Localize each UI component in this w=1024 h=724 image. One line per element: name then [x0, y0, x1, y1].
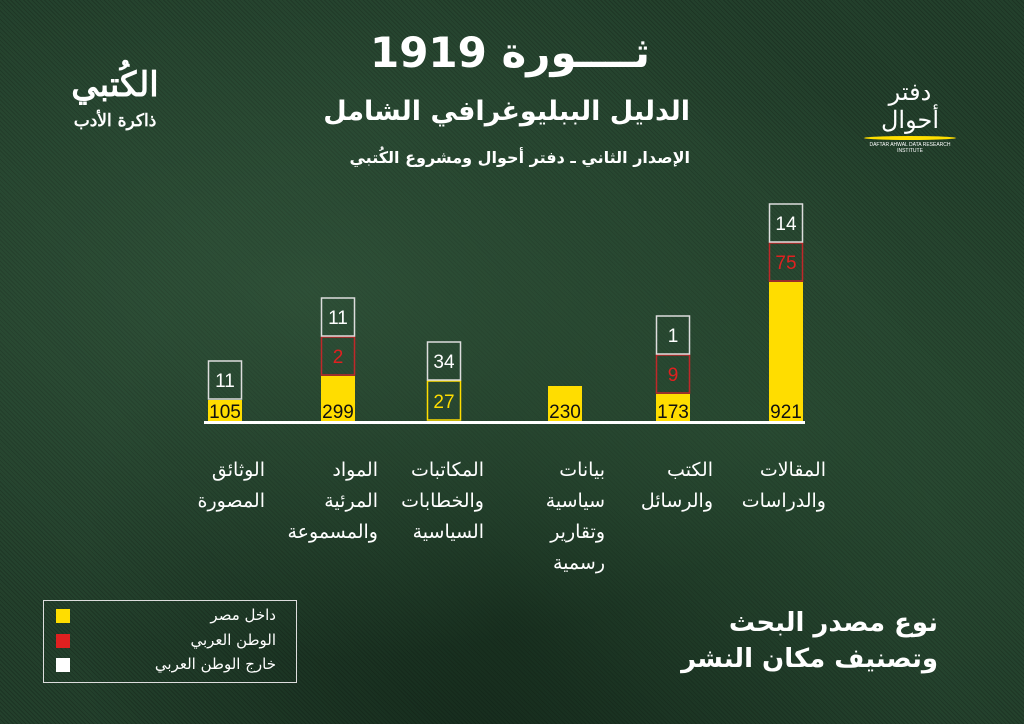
bar-label-outside: 1 [668, 326, 679, 347]
legend-swatch-arab [56, 634, 70, 648]
bar-label-egypt: 921 [770, 402, 802, 423]
bar-outside [207, 360, 243, 400]
bar-label-egypt: 173 [657, 402, 689, 423]
bar-label-egypt: 230 [549, 402, 581, 423]
bar-arab [768, 242, 804, 282]
bar-label-egypt: 105 [209, 402, 241, 423]
category-label: المواد المرئية والمسموعة [258, 455, 378, 548]
legend-item: خارج الوطن العربي [154, 655, 276, 673]
bar-label-arab: 2 [333, 347, 344, 368]
category-label-line: المكاتبات [410, 459, 484, 481]
category-label-line: المرئية [324, 490, 378, 512]
chart-title: ثــــورة 1919 [369, 28, 651, 77]
bar-outside [655, 315, 691, 355]
category-label-line: والمسموعة [287, 521, 378, 543]
bar-egypt [656, 394, 690, 421]
chart-subtitle: الدليل الببليوغرافي الشامل [323, 96, 690, 127]
daftar-ahwal-logo: دفتر أحوال DAFTAR AHWAL DATA RESEARCH INS… [860, 78, 960, 154]
bar-label-outside: 14 [775, 214, 797, 235]
bar-label-egypt: 299 [322, 402, 354, 423]
category-label-line: سياسية [545, 490, 605, 512]
bar-outside [768, 203, 804, 243]
bar-egypt [208, 400, 242, 421]
bar-label-outside: 11 [215, 371, 235, 392]
baseline [204, 421, 805, 424]
legend-item: داخل مصر [210, 606, 276, 624]
category-label-line: بيانات [559, 459, 605, 481]
category-label: الوثائق المصورة [145, 455, 265, 517]
legend: داخل مصر الوطن العربي خارج الوطن العربي [43, 600, 297, 683]
category-label-line: والدراسات [741, 490, 826, 512]
category-label: الكتب والرسائل [593, 455, 713, 517]
category-label-line: وتقارير [550, 521, 605, 543]
legend-swatch-outside [56, 658, 70, 672]
category-label-line: المقالات [759, 459, 826, 481]
alkotby-logo: الكُتبي ذاكرة الأدب [71, 65, 159, 131]
bar-label-arab: 75 [775, 253, 796, 274]
category-label: بيانات سياسية وتقارير رسمية [485, 455, 605, 579]
bar-label-egypt: 27 [433, 392, 454, 413]
category-label: المقالات والدراسات [706, 455, 826, 517]
edition-text: الإصدار الثاني ـ دفتر أحوال ومشروع الكُت… [349, 148, 690, 167]
category-label-line: الوثائق [211, 459, 265, 481]
bar-egypt [769, 282, 803, 421]
bar-label-outside: 34 [433, 352, 455, 373]
bar-egypt [426, 380, 462, 421]
category-label-line: والرسائل [640, 490, 713, 512]
bar-egypt [321, 376, 355, 421]
bar-arab [320, 336, 356, 376]
bar-arab [655, 354, 691, 394]
category-label-line: المصورة [197, 490, 265, 512]
bar-label-arab: 9 [668, 365, 679, 386]
category-label-line: الكتب [667, 459, 713, 481]
category-label-line: رسمية [553, 552, 605, 574]
category-label-line: السياسية [412, 521, 484, 543]
footer-title: نوع مصدر البحث وتصنيف مكان النشر [681, 608, 938, 674]
bar-egypt [548, 386, 582, 421]
category-label-line: المواد [332, 459, 378, 481]
bar-label-outside: 11 [328, 308, 348, 329]
category-label: المكاتبات والخطابات السياسية [364, 455, 484, 548]
bar-outside [320, 297, 356, 337]
category-label-line: والخطابات [401, 490, 484, 512]
legend-item: الوطن العربي [190, 631, 276, 649]
bar-outside [426, 341, 462, 381]
legend-swatch-egypt [56, 609, 70, 623]
